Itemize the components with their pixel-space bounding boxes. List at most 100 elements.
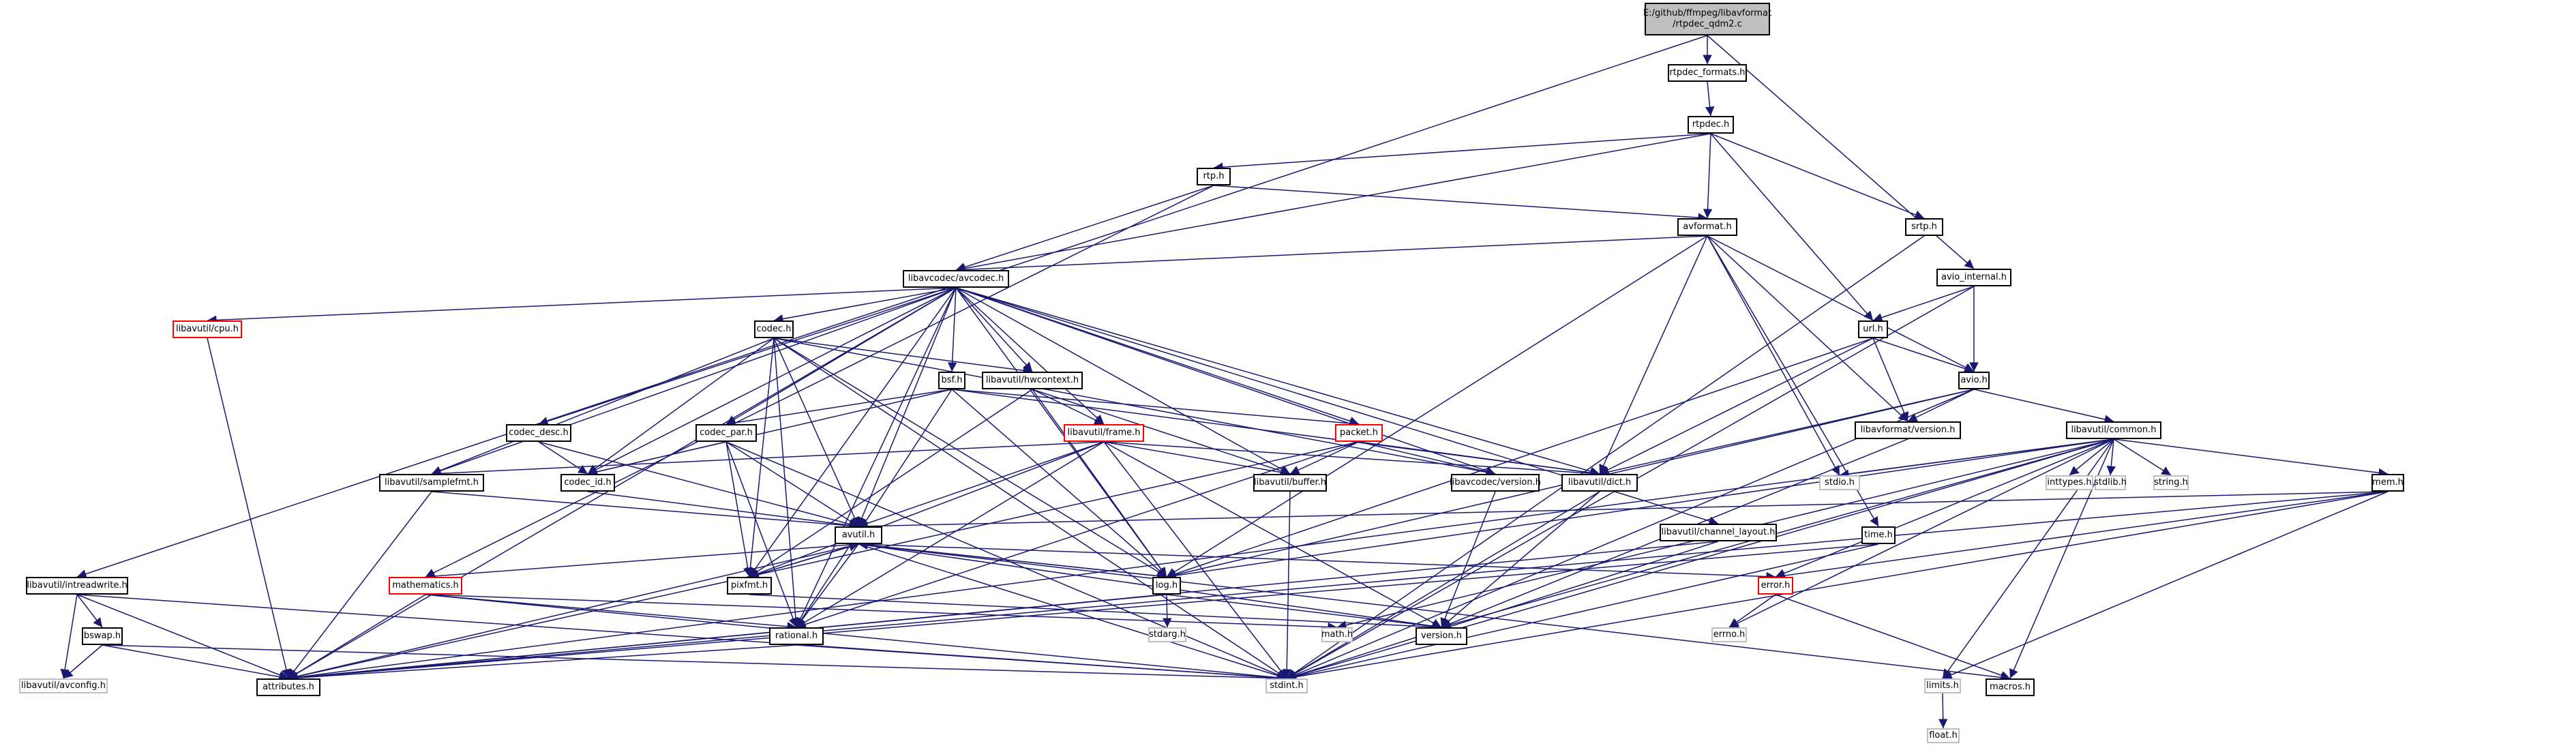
edge-avutil-to-rational xyxy=(796,543,859,628)
node-avformat[interactable]: avformat.h xyxy=(1677,218,1737,236)
edge-mathematics-to-stdint xyxy=(425,594,1287,683)
edge-time-to-stdint xyxy=(1286,543,1879,681)
edge-avformat-to-stdio xyxy=(1707,235,1840,476)
edge-error-to-macros xyxy=(1775,594,2011,680)
edge-codec-to-rational xyxy=(773,338,800,628)
node-buffer[interactable]: libavutil/buffer.h xyxy=(1253,474,1327,492)
edge-avio_internal-to-url xyxy=(1872,286,1975,323)
edge-pixfmt-to-version xyxy=(749,594,1442,632)
root-label-line: E:/github/ffmpeg/libavformat xyxy=(1643,8,1772,18)
node-avio[interactable]: avio.h xyxy=(1958,372,1990,389)
node-channel-layout[interactable]: libavutil/channel_layout.h xyxy=(1660,524,1777,541)
edge-frame-to-pixfmt xyxy=(749,441,1105,578)
node-samplefmt[interactable]: libavutil/samplefmt.h xyxy=(379,474,484,492)
edge-avcodec-to-hwcontext xyxy=(955,287,1033,372)
edge-packet-to-buffer xyxy=(1289,441,1360,475)
edge-avcodec-to-lavc_version xyxy=(955,287,1496,475)
node-float[interactable]: float.h xyxy=(1927,728,1960,743)
node-time[interactable]: time.h xyxy=(1861,526,1896,544)
node-packet[interactable]: packet.h xyxy=(1335,424,1383,442)
node-math[interactable]: math.h xyxy=(1321,627,1353,642)
node-cpu[interactable]: libavutil/cpu.h xyxy=(173,320,242,338)
node-codec-desc[interactable]: codec_desc.h xyxy=(506,424,571,442)
edge-avformat-to-avio xyxy=(1707,235,1975,372)
edge-frame-to-version xyxy=(1103,441,1442,628)
node-codec-id[interactable]: codec_id.h xyxy=(560,474,615,492)
node-limits[interactable]: limits.h xyxy=(1924,678,1961,693)
node-inttypes[interactable]: inttypes.h xyxy=(2046,475,2093,490)
edge-avformat-to-dict xyxy=(1599,235,1708,475)
edge-mathematics-to-attributes xyxy=(288,594,426,679)
edge-rtpdec-to-avformat xyxy=(1703,133,1713,219)
edge-avcodec-to-buffer xyxy=(955,287,1291,475)
node-stdint[interactable]: stdint.h xyxy=(1265,678,1308,693)
node-string[interactable]: string.h xyxy=(2153,475,2189,490)
node-rtp[interactable]: rtp.h xyxy=(1197,168,1231,185)
node-error[interactable]: error.h xyxy=(1758,577,1793,595)
edge-rtp-to-avformat xyxy=(1213,185,1708,222)
node-avconfig[interactable]: libavutil/avconfig.h xyxy=(19,678,108,693)
node-avutil[interactable]: avutil.h xyxy=(835,526,882,544)
node-macros[interactable]: macros.h xyxy=(1986,678,2035,696)
node-hwcontext[interactable]: libavutil/hwcontext.h xyxy=(982,372,1083,389)
node-srtp[interactable]: srtp.h xyxy=(1905,218,1943,236)
edge-avio-to-common xyxy=(1973,389,2114,424)
edge-mem-to-stdint xyxy=(1286,491,2388,682)
node-lavf-version[interactable]: libavformat/version.h xyxy=(1855,421,1961,439)
node-stdio[interactable]: stdio.h xyxy=(1819,475,1860,490)
edge-rtp-to-avcodec xyxy=(955,185,1214,272)
edge-hwcontext-to-buffer xyxy=(1032,389,1291,476)
edge-codec_id-to-avutil xyxy=(587,491,859,530)
edge-codec-to-stdint xyxy=(773,338,1287,679)
node-pixfmt[interactable]: pixfmt.h xyxy=(727,577,772,595)
edge-avcodec-to-avutil xyxy=(857,287,957,527)
edge-codec-to-avutil xyxy=(773,338,859,527)
edge-avutil-to-version xyxy=(858,543,1442,631)
node-bsf[interactable]: bsf.h xyxy=(938,372,965,389)
edge-time-to-attributes xyxy=(288,543,1879,683)
edge-mem-to-attributes xyxy=(288,491,2388,683)
node-intreadwrite[interactable]: libavutil/intreadwrite.h xyxy=(26,577,128,595)
node-url[interactable]: url.h xyxy=(1858,320,1888,338)
node-attributes[interactable]: attributes.h xyxy=(256,678,320,696)
edge-packet-to-attributes xyxy=(288,441,1360,681)
edge-mathematics-to-math xyxy=(425,594,1338,632)
node-avcodec[interactable]: libavcodec/avcodec.h xyxy=(903,270,1009,288)
edge-frame-to-buffer xyxy=(1103,441,1291,477)
node-stdlib[interactable]: stdlib.h xyxy=(2094,475,2127,490)
node-bswap[interactable]: bswap.h xyxy=(82,627,123,645)
edge-avcodec-to-attributes xyxy=(288,287,957,679)
edge-packet-to-lavc_version xyxy=(1358,441,1496,477)
node-avio-internal[interactable]: avio_internal.h xyxy=(1936,269,2011,286)
node-lavc-version[interactable]: libavcodec/version.h xyxy=(1450,474,1541,492)
edge-log-to-avutil xyxy=(858,540,1167,578)
node-frame[interactable]: libavutil/frame.h xyxy=(1064,424,1144,442)
edge-mem-to-error xyxy=(1775,491,2388,580)
node-dict[interactable]: libavutil/dict.h xyxy=(1561,474,1638,492)
node-codec[interactable]: codec.h xyxy=(754,320,794,338)
edge-bsf-to-packet xyxy=(951,389,1360,428)
edge-common-to-error xyxy=(1775,438,2114,578)
node-rtpdec[interactable]: rtpdec.h xyxy=(1688,116,1734,134)
node-stdarg[interactable]: stdarg.h xyxy=(1148,627,1186,642)
edge-lavc_version-to-version xyxy=(1440,491,1496,628)
node-rational[interactable]: rational.h xyxy=(769,627,824,645)
edge-codec_par-to-rational xyxy=(725,441,798,628)
edge-codec-to-hwcontext xyxy=(773,338,1033,375)
node-mem[interactable]: mem.h xyxy=(2371,474,2404,492)
node-rtpdec-formats[interactable]: rtpdec_formats.h xyxy=(1668,64,1747,82)
edge-frame-to-dict xyxy=(1103,441,1600,478)
node-log[interactable]: log.h xyxy=(1152,577,1181,595)
edge-common-to-mem xyxy=(2113,438,2388,477)
node-mathematics[interactable]: mathematics.h xyxy=(389,577,462,595)
node-errno[interactable]: errno.h xyxy=(1711,627,1747,642)
edge-pixfmt-to-avutil xyxy=(749,542,859,578)
node-root: E:/github/ffmpeg/libavformat/rtpdec_qdm2… xyxy=(1643,3,1772,35)
node-common[interactable]: libavutil/common.h xyxy=(2066,421,2161,439)
edge-samplefmt-to-attributes xyxy=(288,491,432,679)
node-codec-par[interactable]: codec_par.h xyxy=(695,424,757,442)
node-version[interactable]: version.h xyxy=(1416,627,1467,645)
edge-packet-to-rational xyxy=(796,441,1360,629)
